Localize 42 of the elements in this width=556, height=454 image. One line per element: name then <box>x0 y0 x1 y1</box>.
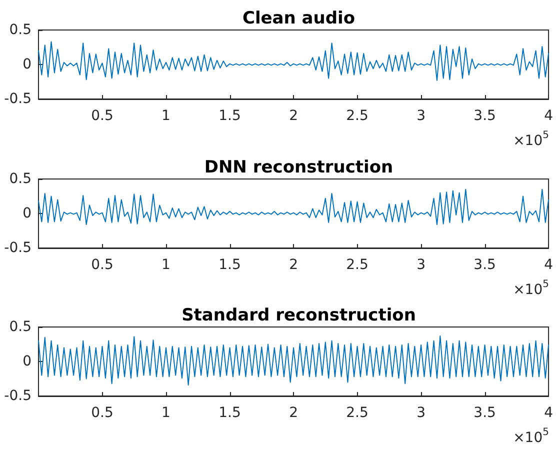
x-tick-label: 0.5 <box>91 257 114 273</box>
line-series <box>38 41 550 81</box>
x-tick-label: 0.5 <box>91 405 114 421</box>
line-series <box>38 188 550 226</box>
text: ×10$^{5}$ <box>513 279 549 298</box>
x-tick-label: 2 <box>289 257 298 273</box>
x-tick-label: 1.5 <box>218 257 241 273</box>
text: ×10$^{5}$ <box>513 427 549 446</box>
x-tick-label: 1 <box>162 108 170 124</box>
x-tick-label: 3 <box>416 405 426 421</box>
x-tick-label: 2.5 <box>346 405 368 421</box>
line-series <box>38 335 550 386</box>
chart-title: Clean audio <box>242 8 356 28</box>
y-tick-label: -0.5 <box>4 388 32 404</box>
y-tick-label: 0.5 <box>9 22 32 38</box>
text: ×10$^{5}$ <box>513 130 549 149</box>
x-tick-label: 1.5 <box>218 405 241 421</box>
y-tick-label: 0.5 <box>9 171 32 187</box>
y-tick-label: -0.5 <box>4 240 32 256</box>
x-tick-label: 4 <box>544 257 554 273</box>
x-tick-label: 2 <box>289 405 298 421</box>
x-tick-label: 2.5 <box>346 108 368 124</box>
x-tick-label: 4 <box>544 405 554 421</box>
chart-title: DNN reconstruction <box>204 158 394 178</box>
x-tick-label: 1 <box>162 405 170 421</box>
x-tick-label: 2.5 <box>346 257 368 273</box>
x-tick-label: 3.5 <box>474 108 496 124</box>
x-tick-label: 4 <box>544 108 554 124</box>
x-tick-label: 3 <box>416 108 426 124</box>
x-tick-label: 2 <box>289 108 298 124</box>
y-tick-label: 0 <box>22 206 32 222</box>
x-tick-label: 3.5 <box>474 257 496 273</box>
chart-title: Standard reconstruction <box>182 306 416 326</box>
x-tick-label: 0.5 <box>91 108 114 124</box>
x-tick-label: 1 <box>162 257 170 273</box>
y-tick-label: -0.5 <box>4 91 32 107</box>
y-tick-label: 0 <box>22 354 32 370</box>
x-tick-label: 3.5 <box>474 405 496 421</box>
x-tick-label: 1.5 <box>218 108 241 124</box>
x-tick-label: 3 <box>416 257 426 273</box>
y-tick-label: 0.5 <box>9 319 32 335</box>
y-tick-label: 0 <box>22 56 32 72</box>
